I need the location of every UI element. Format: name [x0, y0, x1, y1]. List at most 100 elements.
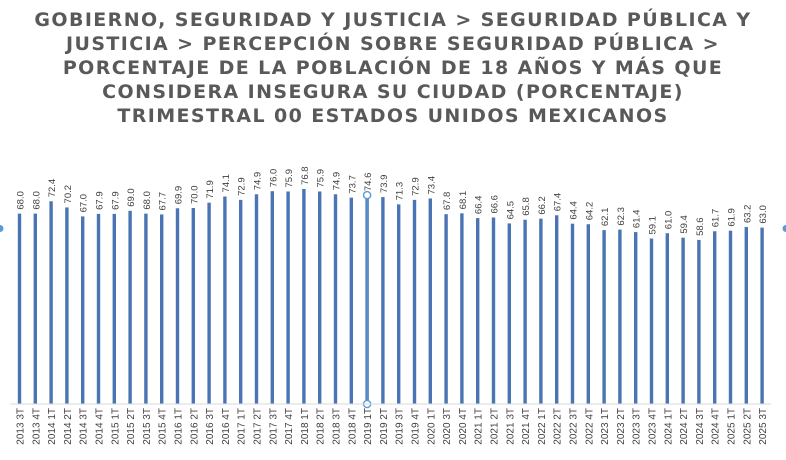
bar[interactable] — [81, 216, 85, 404]
bar[interactable] — [381, 197, 385, 404]
x-tick-label: 2024 1T — [663, 408, 674, 445]
x-tick-label: 2024 3T — [695, 408, 706, 445]
bar[interactable] — [476, 218, 480, 404]
data-label: 62.3 — [616, 207, 627, 226]
bar[interactable] — [634, 232, 638, 404]
data-label: 62.1 — [600, 208, 611, 227]
x-tick-label: 2025 3T — [758, 408, 769, 445]
x-tick-label: 2022 3T — [569, 408, 580, 445]
bar[interactable] — [302, 188, 306, 404]
data-label: 61.0 — [663, 211, 674, 230]
data-label: 74.9 — [253, 172, 264, 191]
bar[interactable] — [460, 213, 464, 404]
bar[interactable] — [665, 233, 669, 404]
x-tick-label: 2021 3T — [505, 408, 516, 445]
bar[interactable] — [112, 213, 116, 404]
chart-title-line: PORCENTAJE DE LA POBLACIÓN DE 18 AÑOS Y … — [62, 57, 724, 79]
bar[interactable] — [286, 191, 290, 404]
bar[interactable] — [444, 214, 448, 404]
bar[interactable] — [397, 204, 401, 404]
x-tick-labels-group: 2013 3T 2013 4T 2014 1T 2014 2T 2014 3T 2014 … — [16, 408, 770, 445]
x-tick-label: 2019 3T — [395, 408, 406, 445]
x-tick-label: 2014 4T — [95, 408, 106, 445]
bar[interactable] — [33, 213, 37, 404]
x-tick-label: 2019 1T — [363, 408, 374, 445]
bar[interactable] — [412, 199, 417, 404]
bar[interactable] — [649, 238, 654, 404]
bar[interactable] — [160, 214, 164, 404]
data-label: 64.2 — [584, 202, 595, 221]
x-tick-label: 2015 3T — [142, 408, 153, 445]
x-tick-label: 2022 4T — [584, 408, 595, 445]
bar[interactable] — [697, 239, 701, 404]
x-tick-label: 2020 4T — [458, 408, 469, 445]
data-label: 74.9 — [332, 172, 343, 191]
chart-title-line: TRIMESTRAL 00 ESTADOS UNIDOS MEXICANOS — [117, 105, 669, 127]
x-tick-label: 2025 2T — [742, 408, 753, 445]
data-label: 72.9 — [237, 177, 248, 196]
x-tick-label: 2021 1T — [474, 408, 485, 445]
data-label: 67.9 — [110, 191, 121, 210]
bar[interactable] — [713, 231, 717, 404]
bar[interactable] — [17, 213, 22, 404]
bar[interactable] — [728, 230, 733, 404]
x-tick-label: 2013 3T — [16, 408, 27, 445]
data-label: 76.0 — [268, 169, 279, 188]
bar[interactable] — [144, 213, 148, 404]
data-label: 67.7 — [158, 192, 169, 211]
bar[interactable] — [65, 207, 69, 404]
data-label: 58.6 — [695, 217, 706, 236]
data-label: 72.4 — [47, 179, 58, 198]
bar[interactable] — [270, 191, 274, 404]
x-tick-label: 2015 1T — [110, 408, 121, 445]
bar[interactable] — [96, 213, 101, 404]
bar[interactable] — [239, 199, 243, 404]
bar[interactable] — [555, 215, 559, 404]
bars-group — [17, 188, 764, 404]
data-label: 67.4 — [553, 193, 564, 212]
bar[interactable] — [539, 218, 543, 404]
data-label: 75.9 — [316, 169, 327, 188]
data-label: 72.9 — [411, 177, 422, 196]
bar[interactable] — [223, 196, 227, 404]
bar[interactable] — [586, 224, 590, 404]
bar[interactable] — [349, 197, 353, 404]
x-tick-label: 2022 2T — [553, 408, 564, 445]
x-tick-label: 2020 1T — [426, 408, 437, 445]
bar[interactable] — [491, 217, 496, 404]
bar[interactable] — [428, 198, 432, 404]
x-tick-label: 2021 2T — [490, 408, 501, 445]
x-tick-label: 2023 4T — [648, 408, 659, 445]
data-label: 59.4 — [679, 215, 690, 234]
x-tick-label: 2018 1T — [300, 408, 311, 445]
chart-frame-handle-left[interactable] — [0, 225, 4, 233]
bar[interactable] — [570, 223, 575, 404]
bar[interactable] — [744, 227, 748, 404]
data-label: 63.2 — [742, 205, 753, 224]
bar[interactable] — [681, 237, 685, 404]
bar[interactable] — [128, 210, 132, 404]
bar[interactable] — [523, 219, 527, 404]
bar[interactable] — [333, 194, 338, 404]
bar[interactable] — [618, 229, 622, 404]
bar[interactable] — [507, 223, 511, 404]
chart-frame-handle-right[interactable] — [782, 225, 786, 233]
chart-title-line: CONSIDERA INSEGURA SU CIUDAD (PORCENTAJE… — [102, 81, 684, 103]
bar[interactable] — [191, 208, 195, 404]
x-tick-label: 2024 2T — [679, 408, 690, 445]
bar[interactable] — [602, 230, 606, 404]
data-label: 74.1 — [221, 174, 232, 193]
bar[interactable] — [49, 201, 53, 404]
bar[interactable] — [175, 208, 180, 404]
bar[interactable] — [760, 227, 764, 404]
x-tick-label: 2013 4T — [31, 408, 42, 445]
data-label: 68.0 — [31, 191, 42, 210]
x-tick-label: 2019 2T — [379, 408, 390, 445]
bar[interactable] — [254, 194, 259, 404]
x-tick-label: 2017 4T — [284, 408, 295, 445]
bar[interactable] — [318, 191, 322, 404]
selection-handle-top[interactable] — [362, 190, 372, 200]
bar[interactable] — [207, 202, 211, 404]
data-label: 64.5 — [505, 201, 516, 220]
